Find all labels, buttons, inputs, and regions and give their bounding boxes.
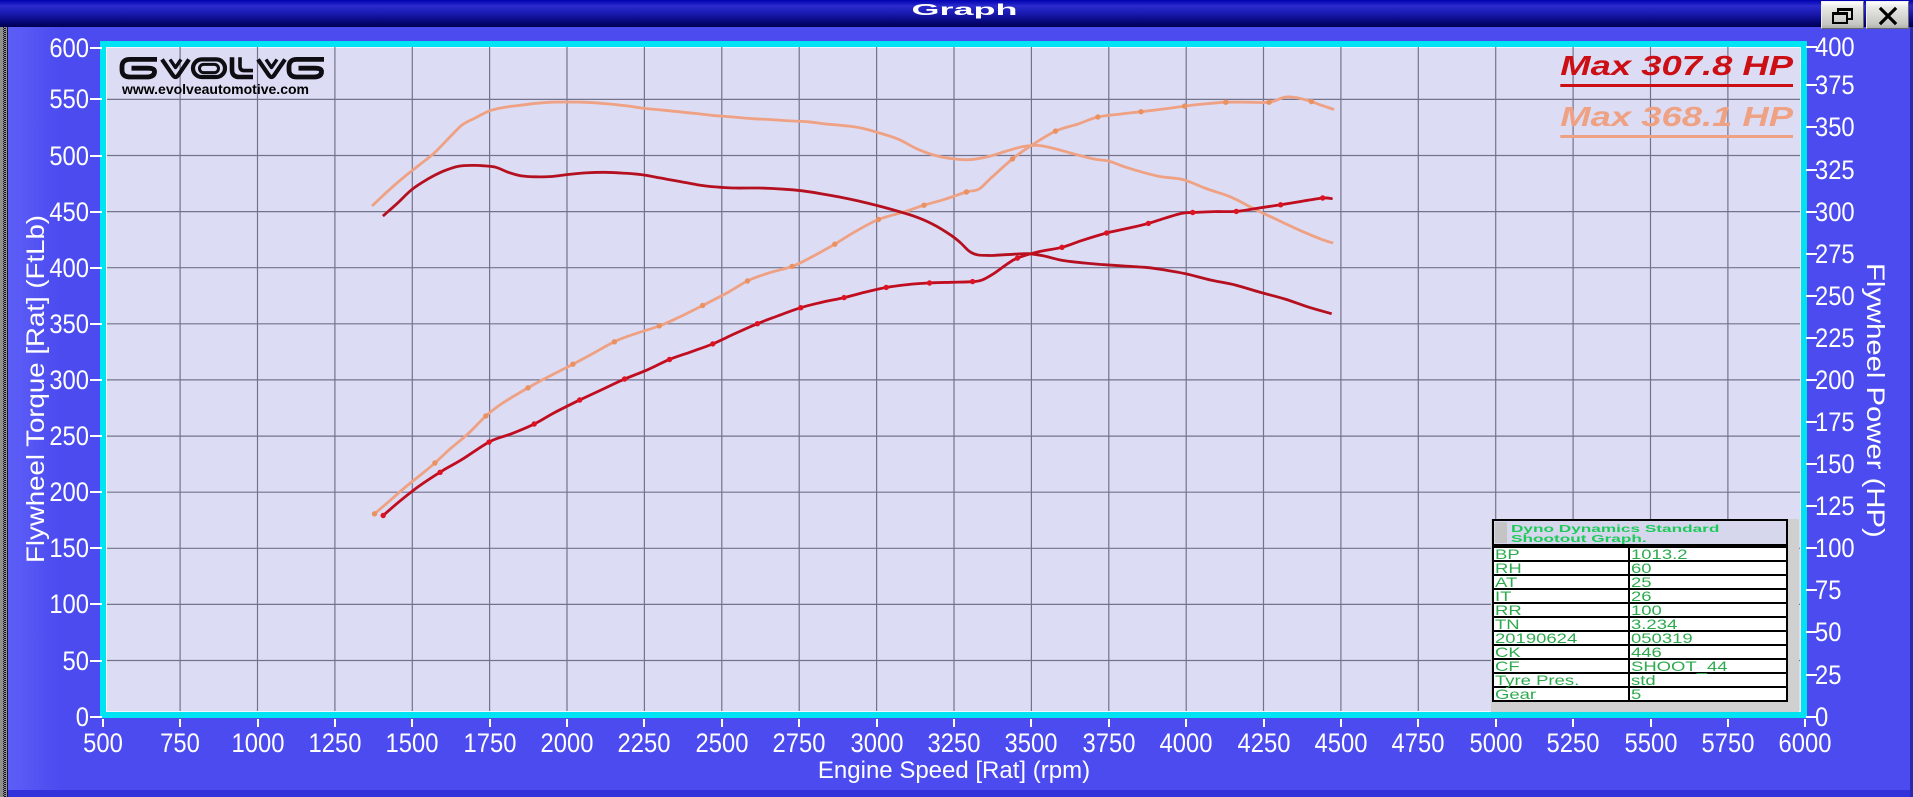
- svg-text:www.evolveautomotive.com: www.evolveautomotive.com: [121, 81, 309, 97]
